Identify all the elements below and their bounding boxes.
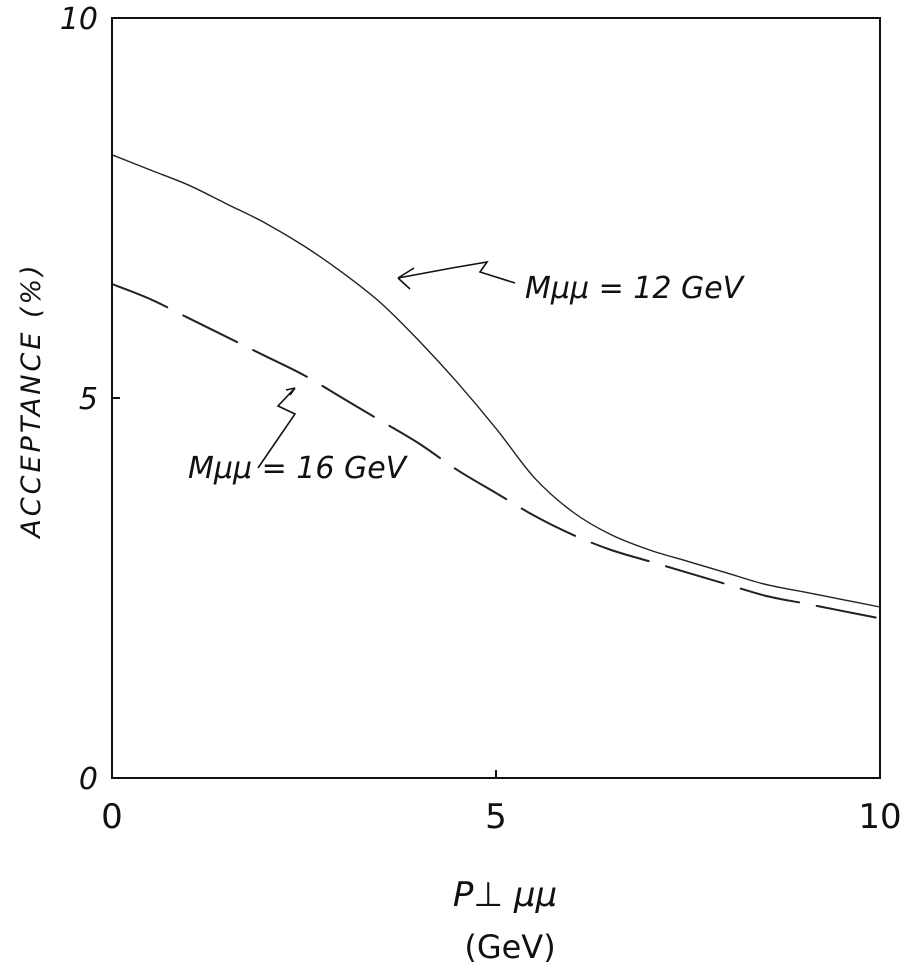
x-axis-unit: (GeV) xyxy=(464,928,555,966)
x-tick-label: 5 xyxy=(485,797,507,837)
y-tick-label: 10 xyxy=(60,2,98,37)
plot-frame xyxy=(111,17,881,779)
y-tick-label: 0 xyxy=(79,762,98,797)
annotation-12gev-arrow xyxy=(397,260,516,284)
annotation-12gev: Mμμ = 12 GeV xyxy=(397,260,746,306)
y-axis-label: ACCEPTANCE (%) xyxy=(16,262,47,539)
series-line-16gev xyxy=(111,283,881,620)
annotation-16gev-arrowhead xyxy=(285,387,296,396)
series-label-12gev: Mμμ = 12 GeV xyxy=(525,271,746,306)
ticks-group: 0 5 10 0 5 10 xyxy=(60,2,900,837)
series-line-12gev xyxy=(111,154,881,608)
annotation-16gev: Mμμ = 16 GeV xyxy=(188,387,409,486)
series-label-16gev: Mμμ = 16 GeV xyxy=(188,451,409,486)
axes-group xyxy=(111,17,881,779)
annotation-12gev-arrowhead xyxy=(397,267,415,290)
x-axis-label: P⊥ μμ xyxy=(453,875,557,915)
y-tick-label: 5 xyxy=(79,382,98,417)
x-tick-label: 10 xyxy=(858,797,900,837)
curves-group xyxy=(111,154,881,620)
annotation-16gev-arrow xyxy=(257,387,297,469)
x-tick-label: 0 xyxy=(101,797,123,837)
